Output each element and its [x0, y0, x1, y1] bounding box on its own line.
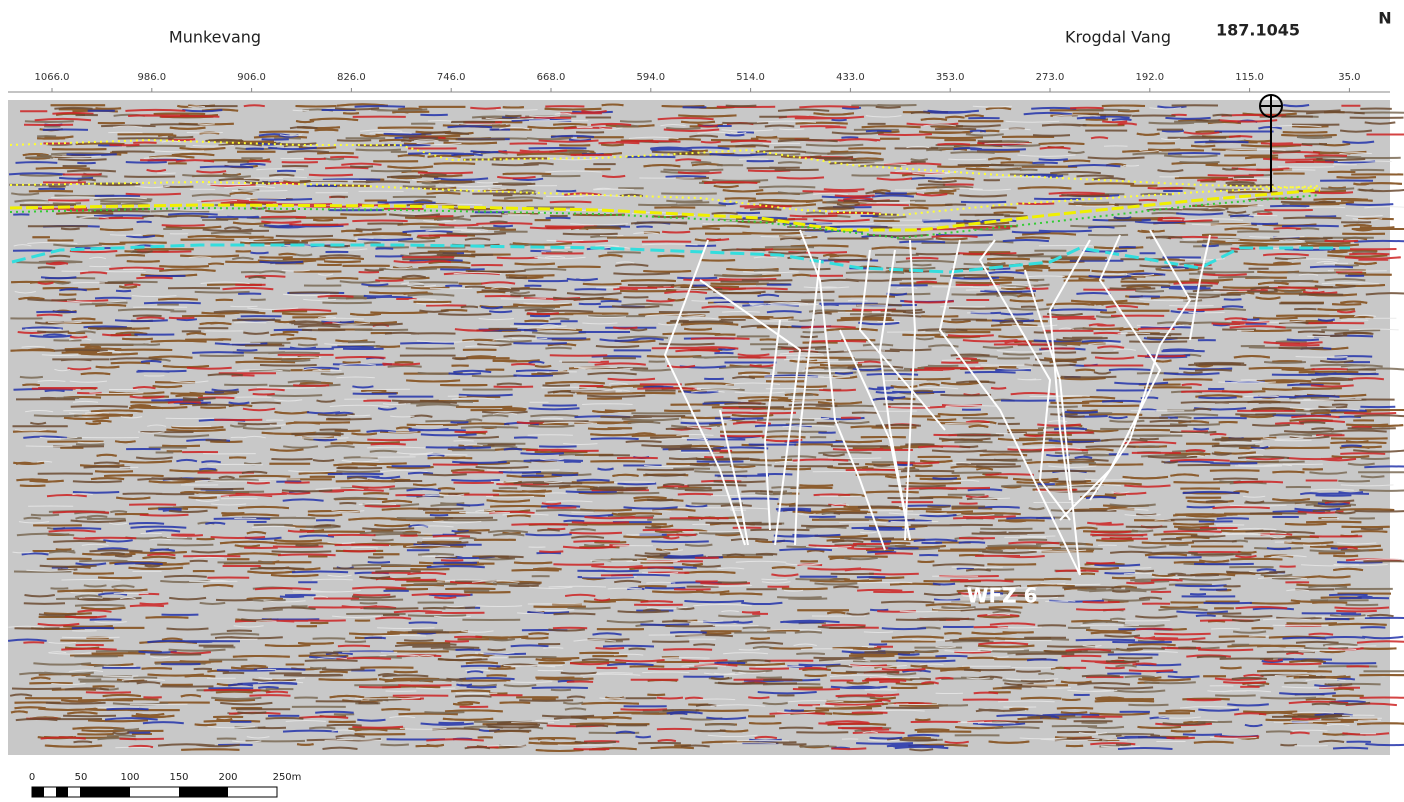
- scale-label: 0: [29, 772, 35, 783]
- scale-bar: [31, 786, 278, 798]
- tick-label: 1066.0: [35, 72, 70, 83]
- horizon-green: [9, 194, 1321, 240]
- scale-label: 100: [120, 772, 139, 783]
- tick-label: 986.0: [137, 72, 166, 83]
- north-label: N: [1378, 9, 1391, 28]
- scale-label: 50: [75, 772, 88, 783]
- axis-ticks: 1066.0 986.0 906.0 826.0 746.0 668.0 594.0 514.…: [35, 72, 1361, 92]
- faults: [663, 229, 1211, 576]
- texture-stroke: [7, 104, 1404, 750]
- tick-label: 906.0: [237, 72, 266, 83]
- fault-zone-label: WFZ 6: [966, 584, 1037, 608]
- tick-label: 35.0: [1338, 72, 1360, 83]
- tick-label: 514.0: [736, 72, 765, 83]
- tick-label: 433.0: [836, 72, 865, 83]
- tick-label: 115.0: [1235, 72, 1264, 83]
- place-label: Munkevang: [169, 28, 261, 47]
- tick-label: 668.0: [537, 72, 566, 83]
- tick-label: 192.0: [1135, 72, 1164, 83]
- horizon-yellow-solid: [9, 188, 1321, 232]
- place-label: Krogdal Vang: [1065, 28, 1171, 47]
- tick-label: 353.0: [936, 72, 965, 83]
- scale-labels: 0 50 100 150 200 250m: [29, 772, 302, 783]
- horizon-yellow-upper: [9, 138, 1321, 189]
- well-marker: [1259, 94, 1283, 192]
- tick-label: 594.0: [636, 72, 665, 83]
- horizon-cyan: [11, 243, 1350, 274]
- horizons: [9, 138, 1350, 274]
- line-id: 187.1045: [1216, 21, 1300, 40]
- horizon-yellow-mid: [9, 180, 1321, 217]
- tick-label: 273.0: [1036, 72, 1065, 83]
- scale-label: 150: [169, 772, 188, 783]
- scale-label: 200: [218, 772, 237, 783]
- scale-label: 250m: [273, 772, 302, 783]
- tick-label: 746.0: [437, 72, 466, 83]
- tick-label: 826.0: [337, 72, 366, 83]
